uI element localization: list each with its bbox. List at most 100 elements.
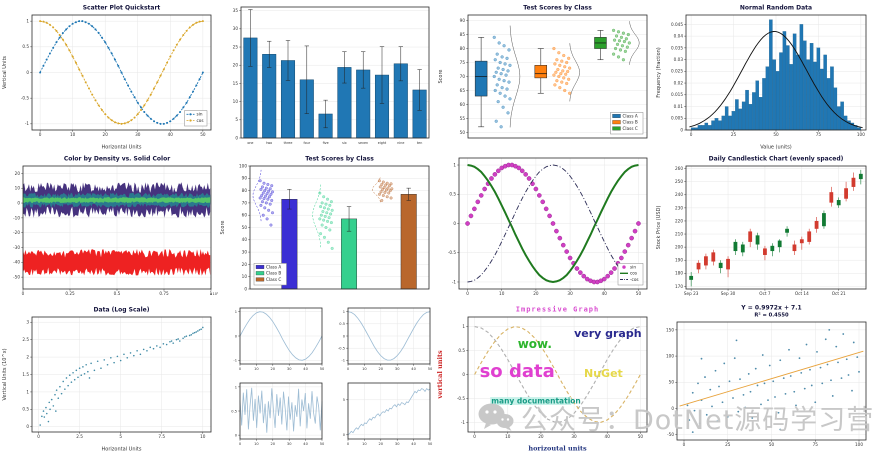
svg-text:Test Scores by Class: Test Scores by Class: [305, 156, 374, 163]
svg-text:10: 10: [362, 367, 367, 371]
svg-text:30: 30: [287, 442, 292, 446]
svg-text:0: 0: [244, 286, 247, 291]
svg-text:40: 40: [605, 434, 611, 439]
svg-text:0: 0: [343, 433, 346, 437]
svg-text:-1: -1: [233, 359, 237, 363]
svg-text:Normal Random Data: Normal Random Data: [740, 5, 812, 12]
svg-text:40: 40: [602, 291, 608, 296]
impressive-graph-canvas: 0 10 20 30 40 50 -1 -0.5 0 0.5 1 Impressive Graph ho…: [436, 306, 648, 453]
svg-text:20: 20: [533, 291, 539, 296]
svg-text:four: four: [303, 141, 310, 145]
svg-text:Oct 7: Oct 7: [759, 291, 771, 296]
svg-text:85: 85: [460, 32, 466, 37]
trig-trio-canvas: 0 10 20 30 40 50 -1 -0.5 0 0.5 1 sin cos-cos: [448, 157, 648, 296]
svg-text:-1: -1: [25, 121, 30, 126]
svg-text:60: 60: [242, 213, 248, 218]
svg-text:0: 0: [235, 135, 238, 140]
svg-text:very graph: very graph: [574, 327, 641, 340]
svg-text:50: 50: [638, 434, 644, 439]
svg-text:Class B: Class B: [623, 120, 638, 125]
svg-text:1.5: 1.5: [22, 372, 29, 377]
svg-text:1: 1: [453, 162, 456, 167]
svg-text:190: 190: [675, 258, 683, 263]
svg-text:80: 80: [460, 46, 466, 51]
svg-text:10: 10: [362, 442, 367, 446]
chart-tile-candlestick: Sep 23 Sep 30 Oct 7 Oct 14 Oct 21 170 180 190 20…: [654, 151, 873, 302]
svg-text:0: 0: [690, 132, 693, 137]
svg-text:40: 40: [411, 442, 416, 446]
svg-text:2: 2: [26, 354, 29, 359]
svg-text:-1: -1: [461, 420, 466, 425]
svg-text:10: 10: [15, 186, 21, 191]
svg-text:50: 50: [200, 132, 206, 137]
svg-text:sin: sin: [630, 264, 636, 269]
svg-text:nine: nine: [397, 141, 404, 145]
svg-text:10: 10: [233, 99, 239, 104]
svg-text:100: 100: [666, 353, 674, 358]
svg-text:20: 20: [271, 367, 276, 371]
svg-text:eight: eight: [378, 141, 387, 145]
svg-text:40: 40: [411, 367, 416, 371]
svg-text:0: 0: [235, 334, 238, 338]
svg-text:1: 1: [235, 385, 237, 389]
svg-text:0.5: 0.5: [458, 348, 465, 353]
svg-text:-cos: -cos: [630, 277, 639, 282]
svg-text:15: 15: [233, 81, 239, 86]
svg-text:two: two: [266, 141, 272, 145]
scatter-quickstart-canvas: 0 10 20 30 40 50 -1 -0.5 0 0.5 1 Scatter Plot Quick…: [2, 5, 212, 151]
svg-text:10: 10: [254, 367, 259, 371]
svg-text:one: one: [247, 141, 253, 145]
svg-text:five: five: [323, 141, 329, 145]
svg-text:70: 70: [460, 74, 466, 79]
svg-text:Daily Candlestick Chart (evenl: Daily Candlestick Chart (evenly spaced): [709, 156, 844, 163]
chart-tile-scatter-quickstart: 0 10 20 30 40 50 -1 -0.5 0 0.5 1 Scatter Plot Quick…: [0, 0, 218, 151]
svg-text:0.5: 0.5: [22, 407, 29, 412]
svg-text:many documentation: many documentation: [491, 396, 581, 405]
svg-text:20: 20: [538, 434, 544, 439]
svg-text:3: 3: [26, 320, 29, 325]
svg-text:20: 20: [379, 442, 384, 446]
chart-tile-regression: 0 25 50 75 100 -50 0 50 100 150 Y = 0.9972x + 7.1 R…: [654, 302, 873, 453]
svg-text:Test Scores by Class: Test Scores by Class: [523, 5, 592, 12]
svg-text:30: 30: [571, 434, 577, 439]
chart-tile-small-multiples: 0 10 20 30 40 50 -1 0 1 0 10 20 30 40 50 -1 -0.5 0 0.5 1 0 10…: [218, 302, 436, 453]
svg-text:2.5: 2.5: [76, 434, 83, 439]
svg-text:Horizontal Units: Horizontal Units: [102, 145, 142, 151]
svg-text:10: 10: [70, 132, 76, 137]
svg-text:40: 40: [242, 237, 248, 242]
chart-tile-density-bands: 0 0.25 0.5 0.75 1 20 10 0 -10 -20 -30 -40 -50 Color b…: [0, 151, 218, 302]
svg-text:0.03: 0.03: [674, 57, 684, 62]
svg-text:cos: cos: [630, 271, 637, 276]
svg-text:90: 90: [460, 18, 466, 23]
svg-text:Vertical Units: Vertical Units: [2, 56, 8, 89]
chart-tile-histogram: 0 25 50 75 100 0 0.005 0.01 0.015 0.02 0.025 0.03 0.…: [654, 0, 873, 151]
svg-text:0.5: 0.5: [231, 409, 237, 413]
svg-text:50: 50: [242, 225, 248, 230]
svg-text:0.5: 0.5: [22, 44, 29, 49]
svg-text:0: 0: [39, 132, 42, 137]
regression-canvas: 0 25 50 75 100 -50 0 50 100 150 Y = 0.9972x + 7.1R…: [666, 305, 867, 447]
svg-text:1: 1: [343, 310, 345, 314]
svg-text:10: 10: [242, 274, 248, 279]
svg-text:20: 20: [15, 171, 21, 176]
chart-tile-bar-error: 0 5 10 15 20 25 30 35 one two three four five six seve…: [218, 0, 436, 151]
svg-text:Class A: Class A: [623, 113, 638, 118]
svg-text:30: 30: [233, 26, 239, 31]
svg-text:30: 30: [395, 367, 400, 371]
svg-text:NuGet: NuGet: [584, 367, 623, 380]
svg-text:70: 70: [242, 200, 248, 205]
svg-text:so data: so data: [480, 361, 555, 382]
svg-text:30: 30: [567, 291, 573, 296]
svg-text:Class C: Class C: [266, 277, 281, 282]
svg-text:Sep 23: Sep 23: [684, 291, 699, 296]
svg-text:cos: cos: [197, 118, 204, 123]
svg-text:0: 0: [239, 367, 242, 371]
svg-text:30: 30: [287, 367, 292, 371]
svg-text:0: 0: [683, 442, 686, 447]
svg-text:150: 150: [666, 327, 674, 332]
svg-text:75: 75: [813, 442, 819, 447]
svg-text:240: 240: [675, 192, 683, 197]
svg-text:20: 20: [271, 442, 276, 446]
svg-text:50: 50: [320, 442, 325, 446]
